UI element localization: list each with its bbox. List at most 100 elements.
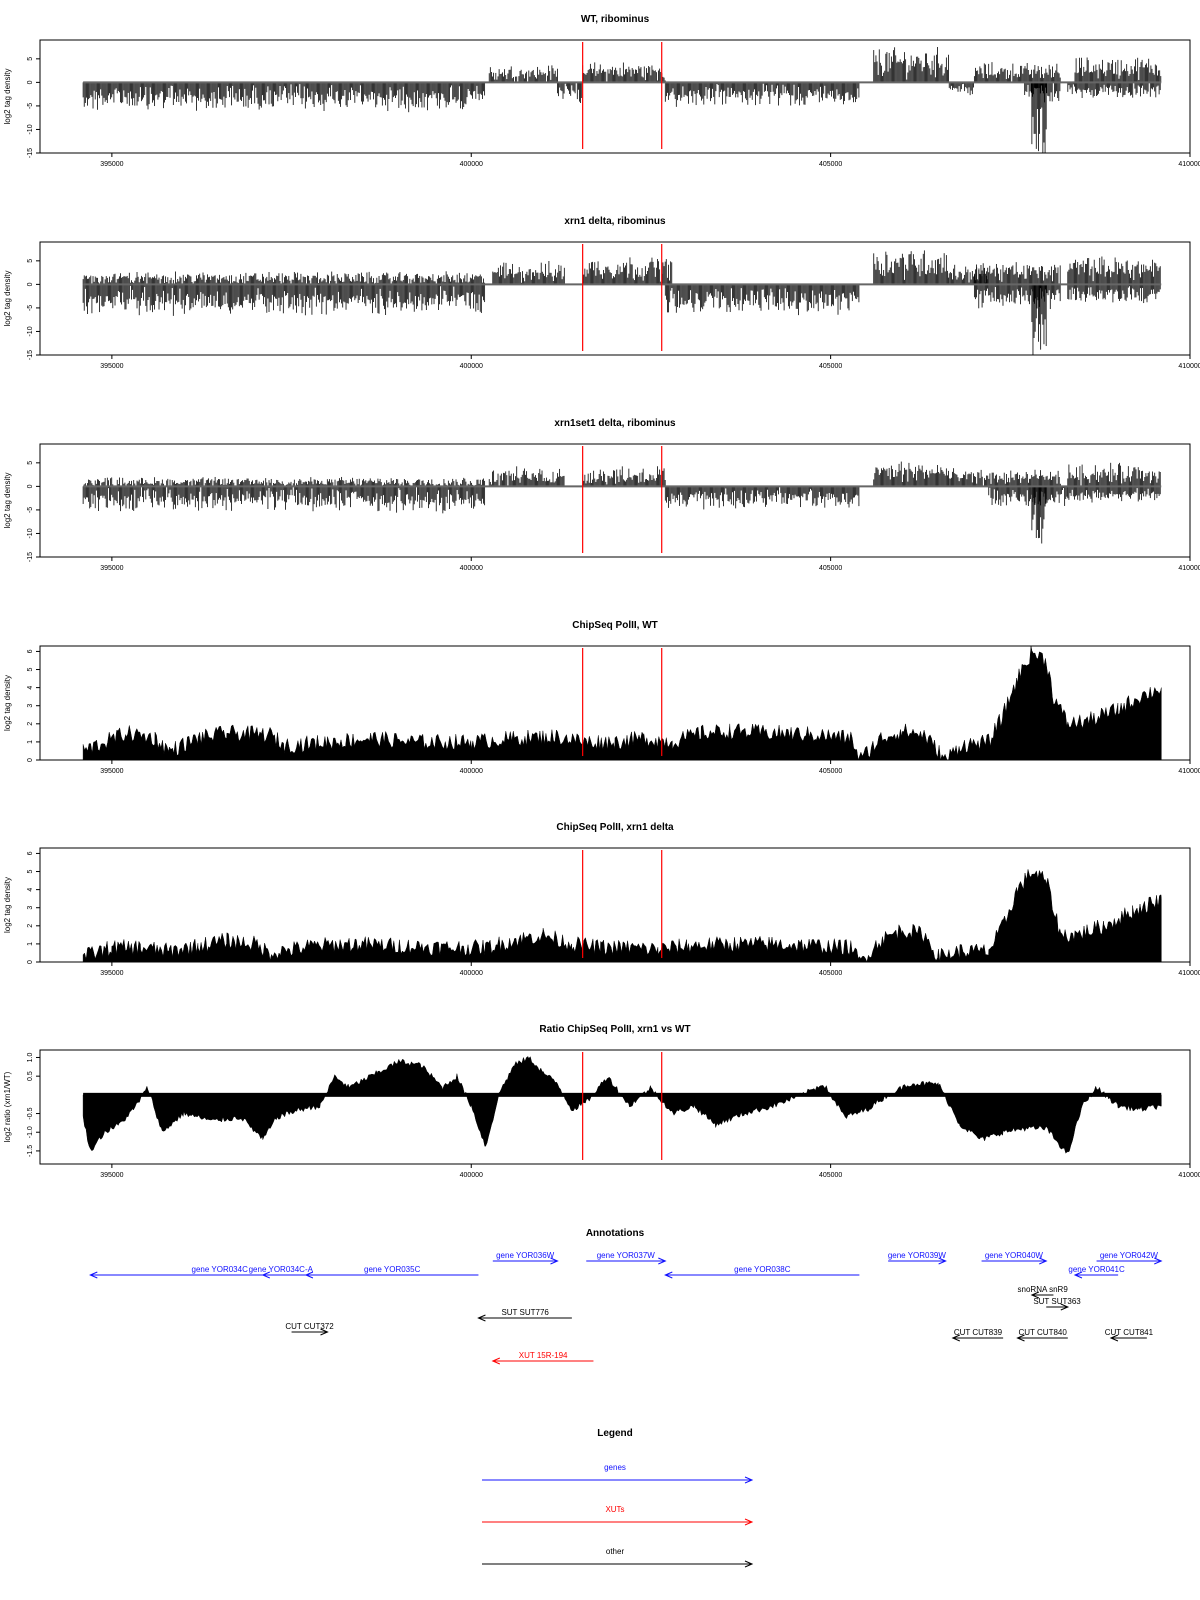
x-tick-label: 400000 xyxy=(460,161,483,168)
density-segment-9 xyxy=(1031,486,1047,544)
annotation-feature-2: gene YOR034C-A xyxy=(249,1265,314,1279)
y-axis-label: log2 tag density xyxy=(3,472,12,528)
y-tick-label: -15 xyxy=(27,148,34,158)
feature-label: XUT 15R-194 xyxy=(519,1351,568,1360)
legend-arrow-head xyxy=(744,1476,754,1484)
x-tick-label: 410000 xyxy=(1178,161,1200,168)
x-tick-label: 400000 xyxy=(460,565,483,572)
legend-title: Legend xyxy=(597,1428,633,1439)
legend-label: other xyxy=(606,1547,625,1556)
plot-frame xyxy=(39,645,1191,761)
y-tick-label: 0 xyxy=(27,960,34,964)
feature-label: CUT CUT841 xyxy=(1105,1328,1154,1337)
x-axis: 395000 400000 405000 410000 xyxy=(100,962,1200,977)
annotation-feature-6: gene YOR038C xyxy=(664,1265,860,1279)
y-tick-label: -15 xyxy=(27,552,34,562)
annotation-feature-9: gene YOR041C xyxy=(1068,1265,1125,1279)
density-segment-8 xyxy=(973,262,1061,285)
arrow-head xyxy=(304,1271,314,1279)
zero-band xyxy=(83,1092,1162,1097)
feature-label: gene YOR035C xyxy=(364,1265,421,1274)
x-tick-label: 395000 xyxy=(100,363,123,370)
x-tick-label: 405000 xyxy=(819,1172,842,1179)
x-tick-label: 395000 xyxy=(100,565,123,572)
arrow-head xyxy=(261,1271,271,1279)
y-axis-label: log2 tag density xyxy=(3,877,12,933)
density-segment-10 xyxy=(1067,462,1161,487)
signal-area xyxy=(82,869,1162,963)
arrow-head xyxy=(491,1357,501,1365)
density-segment-11 xyxy=(1074,57,1162,83)
annotation-feature-14: CUT CUT372 xyxy=(285,1322,334,1336)
x-tick-label: 405000 xyxy=(819,970,842,977)
density-segment-8 xyxy=(973,62,1061,83)
y-axis: 1.0 0.5 -0.5 -1.0 -1.5 xyxy=(27,1053,40,1157)
panel-title: xrn1set1 delta, ribominus xyxy=(554,418,676,429)
y-axis: 5 0 -5 -10 -15 xyxy=(27,461,40,562)
legend-item-2: XUTs xyxy=(482,1505,754,1526)
legend-item-1: genes xyxy=(482,1463,754,1484)
y-tick-label: 2 xyxy=(27,722,34,726)
density-segment-12 xyxy=(1067,82,1161,98)
feature-label: gene YOR034C xyxy=(192,1265,249,1274)
arrow-head xyxy=(89,1271,98,1279)
y-tick-label: 6 xyxy=(27,649,34,653)
legend-arrow-head xyxy=(744,1560,754,1568)
x-tick-label: 405000 xyxy=(819,363,842,370)
arrow-head xyxy=(1109,1334,1119,1342)
y-tick-label: 1 xyxy=(27,740,34,744)
data-marks xyxy=(82,869,1162,963)
annotation-feature-5: gene YOR037W xyxy=(586,1251,667,1265)
panel-title: WT, ribominus xyxy=(581,14,650,25)
annotation-feature-16: CUT CUT840 xyxy=(1016,1328,1068,1342)
density-segment-6 xyxy=(873,250,949,285)
y-tick-label: 5 xyxy=(27,57,34,61)
density-segment-3 xyxy=(492,261,565,285)
y-tick-label: -10 xyxy=(27,124,34,134)
feature-label: gene YOR036W xyxy=(496,1251,555,1260)
y-tick-label: 5 xyxy=(27,461,34,465)
plot-frame xyxy=(39,241,1191,356)
feature-label: CUT CUT372 xyxy=(285,1322,334,1331)
arrow-head xyxy=(550,1257,559,1265)
y-tick-label: 1 xyxy=(27,942,34,946)
density-segment-3 xyxy=(488,466,565,487)
plot-frame xyxy=(39,39,1191,154)
y-tick-label: 5 xyxy=(27,259,34,263)
panel-title: ChipSeq PolII, WT xyxy=(572,620,658,631)
x-tick-label: 410000 xyxy=(1178,970,1200,977)
arrow-head xyxy=(1060,1303,1070,1311)
arrow-head xyxy=(938,1257,947,1265)
arrow-head xyxy=(477,1314,486,1322)
feature-label: CUT CUT840 xyxy=(1019,1328,1068,1337)
feature-label: snoRNA snR9 xyxy=(1018,1285,1069,1294)
track-panels: WT, ribominus log2 tag density 5 0 -5 -10 -15 3… xyxy=(3,14,1200,1179)
y-tick-label: -15 xyxy=(27,350,34,360)
density-segment-10 xyxy=(1031,82,1047,153)
annotations-panel: Annotations gene YOR034C gene YOR034C-A ge… xyxy=(89,1228,1163,1365)
y-axis: 5 0 -5 -10 -15 xyxy=(27,259,40,360)
arrow-head xyxy=(1154,1257,1163,1265)
density-segment-1 xyxy=(82,284,486,316)
y-axis-label: log2 tag density xyxy=(3,675,12,731)
y-tick-label: -10 xyxy=(27,528,34,538)
x-axis: 395000 400000 405000 410000 xyxy=(100,760,1200,775)
y-axis: 0 1 2 3 4 5 6 xyxy=(27,851,40,964)
annotation-feature-3: gene YOR035C xyxy=(304,1265,479,1279)
density-segment-7 xyxy=(948,468,1061,487)
legend-arrow-head xyxy=(744,1518,754,1526)
legend-label: XUTs xyxy=(605,1505,624,1514)
feature-label: gene YOR038C xyxy=(734,1265,791,1274)
x-tick-label: 405000 xyxy=(819,768,842,775)
feature-label: CUT CUT839 xyxy=(954,1328,1003,1337)
y-tick-label: 3 xyxy=(27,704,34,708)
feature-label: SUT SUT363 xyxy=(1033,1297,1081,1306)
y-tick-label: 0 xyxy=(27,80,34,84)
legend-item-3: other xyxy=(482,1547,754,1568)
y-tick-label: 6 xyxy=(27,851,34,855)
annotation-feature-8: gene YOR040W xyxy=(981,1251,1048,1265)
y-tick-label: -1.5 xyxy=(27,1145,34,1157)
arrow-head xyxy=(951,1334,961,1342)
plot-frame xyxy=(39,847,1191,963)
